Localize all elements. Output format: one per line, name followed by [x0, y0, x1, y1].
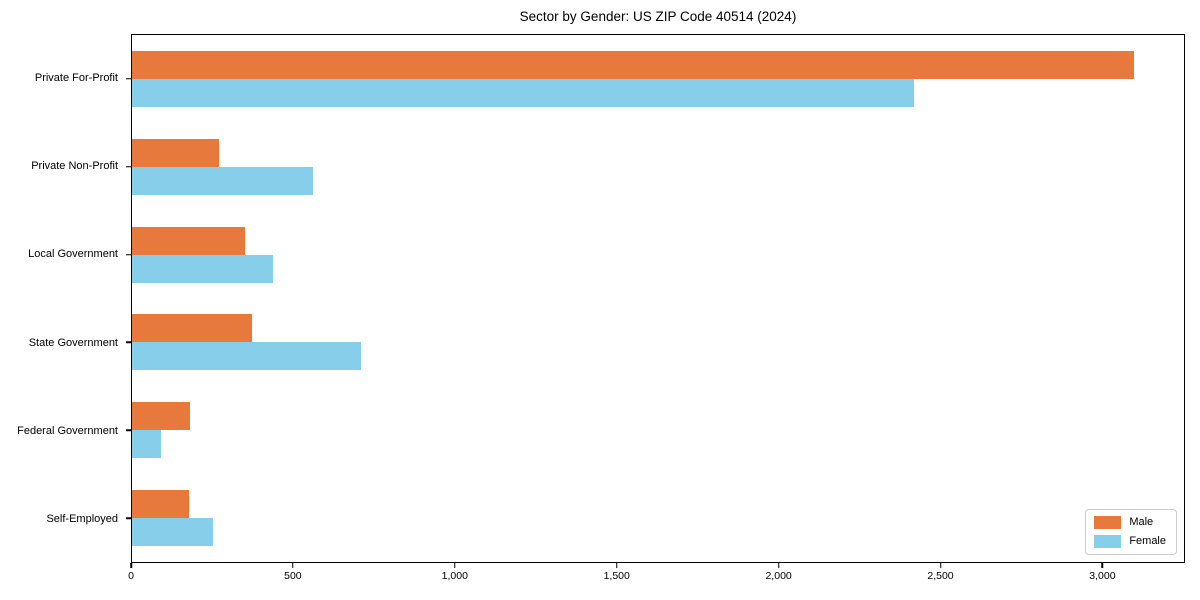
- y-label-self-employed: Self-Employed: [46, 512, 118, 525]
- legend: Male Female: [1085, 509, 1177, 555]
- legend-label-male: Male: [1129, 516, 1154, 528]
- x-tick-label-3000: 3,000: [1089, 570, 1116, 582]
- y-label-private-for-profit: Private For-Profit: [34, 72, 118, 85]
- bar-row-private-non-profit: [125, 123, 1184, 211]
- bar-row-state-government: [125, 298, 1184, 386]
- bar-female-private-non-profit: [132, 166, 313, 195]
- y-tick-federal-government: [125, 429, 131, 431]
- y-label-federal-government: Federal Government: [17, 424, 118, 437]
- x-tick-0: [130, 563, 132, 568]
- bar-male-self-employed: [132, 490, 189, 519]
- bar-row-private-for-profit: [125, 35, 1184, 123]
- y-tick-state-government: [125, 341, 131, 344]
- x-tick-500: [292, 563, 294, 568]
- x-tick-label-1000: 1,000: [441, 570, 468, 582]
- bar-male-local-government: [132, 226, 246, 255]
- bar-row-local-government: [125, 211, 1184, 299]
- plot-area: Male Female: [125, 34, 1185, 563]
- bar-female-local-government: [132, 254, 273, 283]
- chart-title: Sector by Gender: US ZIP Code 40514 (202…: [519, 9, 797, 24]
- x-tick-2500: [939, 563, 942, 568]
- x-tick-1500: [615, 563, 618, 568]
- legend-swatch-male: [1094, 516, 1122, 529]
- bar-male-private-non-profit: [132, 138, 220, 167]
- y-tick-private-non-profit: [125, 165, 131, 168]
- legend-entry-male: Male: [1094, 516, 1166, 529]
- bar-male-private-for-profit: [132, 50, 1134, 79]
- bar-row-self-employed: [125, 474, 1184, 562]
- legend-label-female: Female: [1129, 535, 1166, 547]
- x-tick-label-0: 0: [128, 570, 134, 582]
- x-tick-2000: [777, 563, 780, 568]
- y-axis-labels: Private For-Profit Private Non-Profit Loca…: [0, 34, 121, 563]
- bar-rows: [125, 35, 1184, 562]
- legend-swatch-female: [1094, 535, 1122, 548]
- legend-entry-female: Female: [1094, 535, 1166, 548]
- x-tick-label-1500: 1,500: [603, 570, 630, 582]
- bar-female-state-government: [132, 342, 362, 371]
- y-label-local-government: Local Government: [28, 248, 118, 261]
- y-label-private-non-profit: Private Non-Profit: [31, 160, 118, 173]
- x-tick-label-2500: 2,500: [927, 570, 954, 582]
- y-tick-private-for-profit: [125, 78, 131, 80]
- y-label-state-government: State Government: [28, 336, 118, 349]
- y-tick-self-employed: [125, 517, 131, 519]
- x-axis: 0 500 1,000 1,500 2,000 2,500 3,000: [128, 563, 1185, 589]
- bar-row-federal-government: [125, 386, 1184, 474]
- y-tick-local-government: [125, 253, 131, 256]
- x-tick-1000: [454, 563, 456, 568]
- x-tick-label-500: 500: [284, 570, 302, 582]
- bar-male-state-government: [132, 314, 252, 343]
- x-tick-3000: [1101, 563, 1104, 568]
- bar-male-federal-government: [132, 402, 191, 431]
- bar-female-self-employed: [132, 518, 213, 547]
- bar-female-private-for-profit: [132, 78, 915, 107]
- bar-female-federal-government: [132, 430, 162, 459]
- x-tick-label-2000: 2,000: [765, 570, 792, 582]
